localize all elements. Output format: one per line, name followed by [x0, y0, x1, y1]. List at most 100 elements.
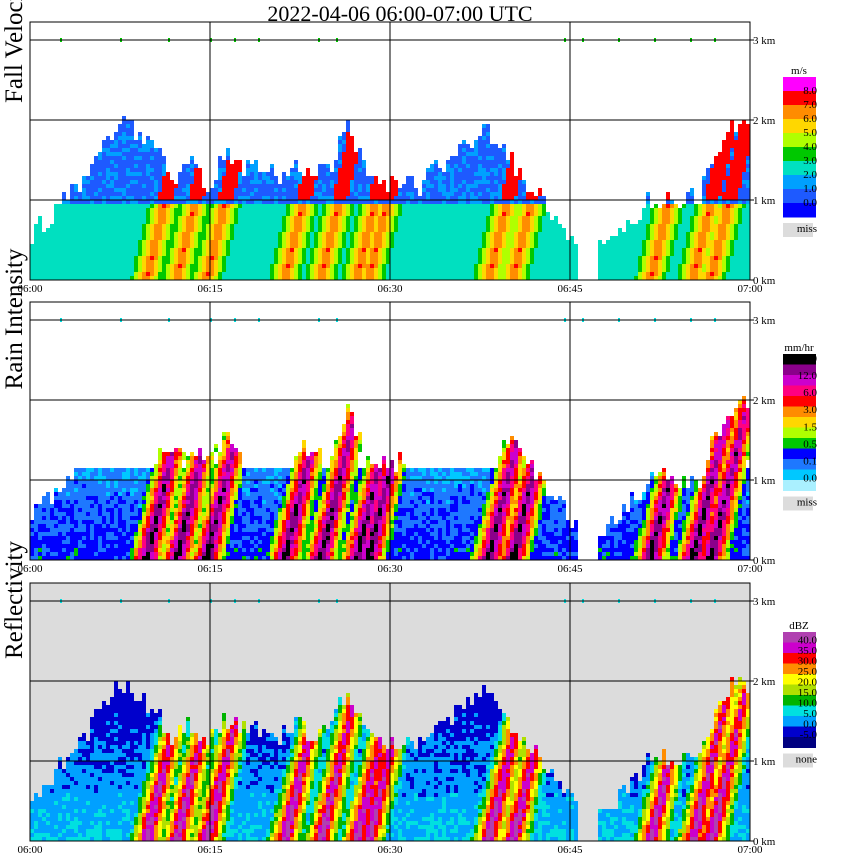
- echo-cell: [78, 232, 82, 236]
- echo-cell: [554, 224, 558, 228]
- echo-cell: [566, 252, 570, 256]
- echo-cell: [198, 196, 202, 200]
- echo-cell: [746, 256, 750, 260]
- echo-cell: [410, 248, 414, 252]
- echo-cell: [258, 192, 262, 196]
- echo-cell: [718, 276, 722, 280]
- echo-cell: [178, 200, 182, 204]
- echo-cell: [234, 236, 238, 240]
- echo-cell: [302, 176, 306, 180]
- echo-cell: [326, 168, 330, 172]
- echo-cell: [742, 216, 746, 220]
- echo-cell: [670, 224, 674, 228]
- echo-cell: [218, 176, 222, 180]
- echo-cell: [118, 236, 122, 240]
- echo-cell: [122, 184, 126, 188]
- echo-cell: [710, 176, 714, 180]
- echo-cell: [50, 264, 54, 268]
- echo-cell: [78, 508, 82, 512]
- echo-cell: [466, 148, 470, 152]
- echo-cell: [138, 172, 142, 176]
- echo-cell: [426, 168, 430, 172]
- echo-cell: [682, 204, 686, 208]
- echo-cell: [170, 228, 174, 232]
- echo-cell: [374, 228, 378, 232]
- echo-cell: [134, 204, 138, 208]
- echo-cell: [406, 204, 410, 208]
- echo-cell: [730, 216, 734, 220]
- echo-cell: [618, 228, 622, 232]
- echo-cell: [158, 204, 162, 208]
- echo-cell: [346, 228, 350, 232]
- echo-cell: [514, 200, 518, 204]
- echo-cell: [446, 260, 450, 264]
- echo-cell: [50, 252, 54, 256]
- echo-cell: [330, 276, 334, 280]
- echo-cell: [638, 224, 642, 228]
- echo-cell: [742, 276, 746, 280]
- echo-cell: [702, 216, 706, 220]
- echo-cell: [62, 508, 66, 512]
- echo-cell: [182, 172, 186, 176]
- echo-cell: [510, 160, 514, 164]
- echo-cell: [70, 484, 74, 488]
- echo-cell: [178, 268, 182, 272]
- echo-cell: [302, 212, 306, 216]
- echo-cell: [206, 268, 210, 272]
- echo-cell: [282, 260, 286, 264]
- echo-cell: [110, 252, 114, 256]
- echo-cell: [94, 200, 98, 204]
- echo-cell: [522, 224, 526, 228]
- echo-cell: [686, 232, 690, 236]
- legend-swatch: [783, 161, 816, 176]
- echo-cell: [158, 224, 162, 228]
- echo-cell: [62, 200, 66, 204]
- echo-cell: [114, 184, 118, 188]
- echo-cell: [134, 144, 138, 148]
- echo-cell: [638, 244, 642, 248]
- echo-cell: [742, 248, 746, 252]
- echo-cell: [442, 244, 446, 248]
- echo-cell: [490, 180, 494, 184]
- echo-cell: [346, 204, 350, 208]
- echo-cell: [726, 220, 730, 224]
- echo-cell: [442, 268, 446, 272]
- echo-cell: [730, 224, 734, 228]
- echo-cell: [314, 236, 318, 240]
- echo-cell: [746, 240, 750, 244]
- echo-cell: [346, 252, 350, 256]
- echo-cell: [66, 220, 70, 224]
- echo-cell: [362, 216, 366, 220]
- echo-cell: [270, 224, 274, 228]
- echo-cell: [378, 216, 382, 220]
- echo-cell: [250, 220, 254, 224]
- echo-cell: [114, 176, 118, 180]
- echo-cell: [326, 232, 330, 236]
- echo-cell: [62, 536, 66, 540]
- echo-cell: [706, 192, 710, 196]
- echo-cell: [34, 240, 38, 244]
- echo-cell: [286, 176, 290, 180]
- echo-cell: [518, 276, 522, 280]
- echo-cell: [130, 136, 134, 140]
- echo-cell: [674, 276, 678, 280]
- echo-cell: [326, 252, 330, 256]
- echo-cell: [186, 212, 190, 216]
- echo-cell: [234, 176, 238, 180]
- echo-cell: [42, 540, 46, 544]
- echo-cell: [326, 220, 330, 224]
- echo-cell: [542, 252, 546, 256]
- echo-cell: [306, 188, 310, 192]
- echo-cell: [470, 188, 474, 192]
- echo-cell: [78, 192, 82, 196]
- echo-cell: [394, 240, 398, 244]
- echo-cell: [334, 188, 338, 192]
- echo-cell: [294, 212, 298, 216]
- echo-cell: [438, 212, 442, 216]
- echo-cell: [694, 244, 698, 248]
- echo-cell: [346, 144, 350, 148]
- echo-cell: [70, 548, 74, 552]
- echo-cell: [106, 232, 110, 236]
- echo-cell: [66, 548, 70, 552]
- echo-cell: [566, 272, 570, 276]
